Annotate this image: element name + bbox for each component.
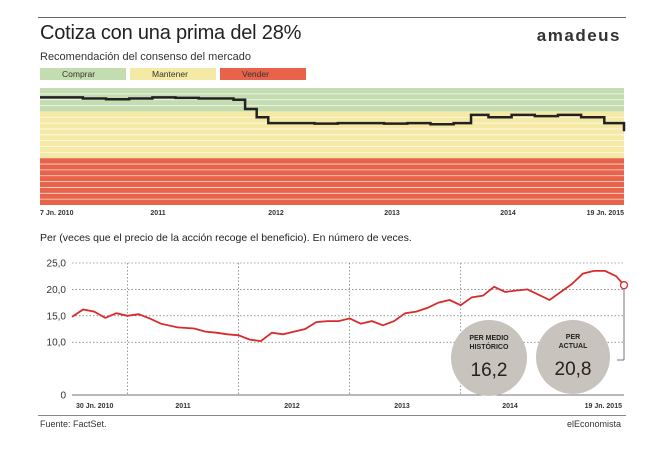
- y-tick-label: 20,0: [47, 285, 67, 296]
- x-tick-label: 2013: [384, 210, 400, 217]
- source-note: Fuente: FactSet.: [40, 419, 107, 429]
- credit-note: elEconomista: [566, 419, 621, 429]
- legend-item-comprar: Comprar: [40, 68, 126, 80]
- annotation-label: PER MEDIO: [469, 335, 509, 342]
- x-tick-label: 2013: [394, 403, 410, 410]
- x-tick-label: 19 Jn. 2015: [587, 210, 624, 217]
- x-tick-label: 2014: [500, 210, 516, 217]
- annotation-label: ACTUAL: [559, 343, 588, 350]
- x-tick-label: 19 Jn. 2015: [585, 403, 622, 410]
- annotation-label: PER: [566, 334, 580, 341]
- consensus-x-labels: 7 Jn. 2010 2011 2012 2013 2014 19 Jn. 2015: [40, 210, 624, 217]
- x-tick-label: 30 Jn. 2010: [76, 403, 113, 410]
- per-y-ticks: 25,0 20,0 15,0 10,0 0: [47, 259, 67, 402]
- consensus-bands: [40, 88, 624, 205]
- annotation-circle: [536, 320, 610, 394]
- chart2-title: Per (veces que el precio de la acción re…: [40, 232, 412, 244]
- consensus-line: [40, 96, 626, 132]
- x-tick-label: 2012: [268, 210, 284, 217]
- per-line: [71, 270, 625, 343]
- x-tick-label: 2011: [150, 210, 165, 217]
- annotation-value: 20,8: [555, 359, 592, 380]
- x-tick-label: 7 Jn. 2010: [40, 210, 74, 217]
- y-tick-label: 0: [60, 391, 66, 402]
- x-tick-label: 2014: [502, 403, 518, 410]
- bottom-rule: [38, 415, 626, 416]
- annotation-circle: [451, 320, 527, 396]
- brand-logo: amadeus: [536, 26, 621, 45]
- consensus-chart: 7 Jn. 2010 2011 2012 2013 2014 19 Jn. 2015: [40, 88, 626, 217]
- per-x-labels: 30 Jn. 2010 2011 2012 2013 2014 19 Jn. 2015: [76, 403, 622, 410]
- per-end-marker: [619, 281, 629, 290]
- annotation-value: 16,2: [471, 360, 508, 381]
- chart1-subtitle: Recomendación del consenso del mercado: [40, 51, 251, 63]
- legend: Comprar Mantener Vender: [40, 68, 624, 82]
- annotation-label: HISTÓRICO: [470, 342, 509, 351]
- page-title: Cotiza con una prima del 28%: [40, 22, 302, 44]
- y-tick-label: 15,0: [47, 311, 67, 322]
- legend-item-vender: Vender: [220, 68, 306, 80]
- y-tick-label: 10,0: [47, 338, 67, 349]
- x-tick-label: 2011: [175, 403, 190, 410]
- legend-item-mantener: Mantener: [130, 68, 216, 80]
- x-tick-label: 2012: [284, 403, 300, 410]
- top-rule: [38, 17, 626, 18]
- y-tick-label: 25,0: [47, 259, 67, 270]
